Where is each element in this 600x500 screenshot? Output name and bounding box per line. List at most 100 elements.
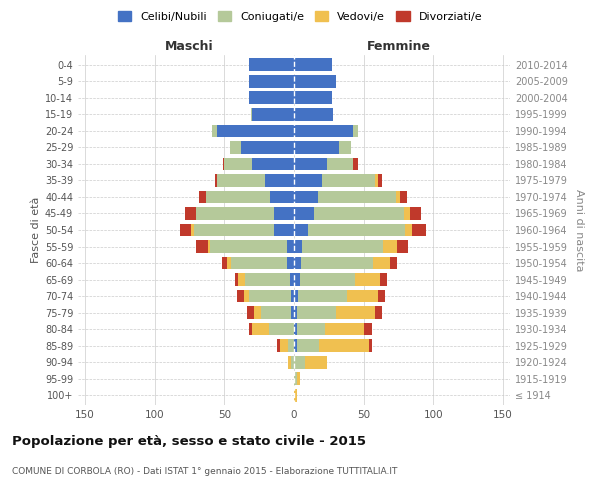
- Bar: [294, 92, 332, 104]
- Bar: [322, 174, 375, 187]
- Bar: [250, 75, 294, 88]
- Bar: [252, 322, 269, 336]
- Bar: [231, 256, 287, 270]
- Bar: [308, 224, 406, 236]
- Bar: [251, 108, 252, 121]
- Bar: [247, 306, 254, 319]
- Bar: [287, 256, 294, 270]
- Bar: [338, 141, 351, 154]
- Bar: [383, 240, 397, 253]
- Bar: [294, 207, 314, 220]
- Bar: [250, 58, 294, 71]
- Text: Popolazione per età, sesso e stato civile - 2015: Popolazione per età, sesso e stato civil…: [12, 435, 366, 448]
- Y-axis label: Fasce di età: Fasce di età: [31, 197, 41, 263]
- Bar: [294, 108, 333, 121]
- Bar: [227, 256, 231, 270]
- Bar: [280, 339, 289, 352]
- Bar: [252, 108, 294, 121]
- Bar: [191, 224, 194, 236]
- Bar: [211, 240, 287, 253]
- Bar: [291, 290, 294, 302]
- Bar: [294, 290, 298, 302]
- Bar: [294, 322, 297, 336]
- Bar: [180, 224, 191, 236]
- Bar: [294, 224, 308, 236]
- Bar: [302, 240, 383, 253]
- Bar: [289, 339, 294, 352]
- Bar: [237, 290, 244, 302]
- Bar: [294, 240, 302, 253]
- Bar: [254, 306, 260, 319]
- Bar: [294, 141, 338, 154]
- Text: Maschi: Maschi: [165, 40, 214, 54]
- Bar: [250, 322, 252, 336]
- Bar: [196, 240, 208, 253]
- Bar: [206, 190, 271, 203]
- Bar: [319, 339, 369, 352]
- Bar: [241, 141, 294, 154]
- Bar: [287, 240, 294, 253]
- Bar: [274, 224, 294, 236]
- Bar: [250, 290, 291, 302]
- Bar: [297, 339, 319, 352]
- Bar: [317, 190, 396, 203]
- Bar: [412, 224, 427, 236]
- Bar: [294, 190, 317, 203]
- Bar: [301, 256, 373, 270]
- Bar: [260, 306, 291, 319]
- Bar: [336, 306, 375, 319]
- Bar: [294, 256, 301, 270]
- Bar: [305, 356, 328, 368]
- Bar: [353, 158, 358, 170]
- Bar: [294, 306, 297, 319]
- Bar: [397, 240, 408, 253]
- Bar: [265, 174, 294, 187]
- Bar: [325, 322, 364, 336]
- Bar: [245, 273, 290, 286]
- Bar: [396, 190, 400, 203]
- Bar: [297, 306, 336, 319]
- Bar: [298, 290, 347, 302]
- Bar: [347, 290, 377, 302]
- Bar: [297, 372, 299, 385]
- Bar: [400, 190, 407, 203]
- Bar: [294, 273, 299, 286]
- Bar: [294, 356, 305, 368]
- Bar: [244, 290, 250, 302]
- Bar: [291, 306, 294, 319]
- Bar: [314, 207, 404, 220]
- Legend: Celibi/Nubili, Coniugati/e, Vedovi/e, Divorziati/e: Celibi/Nubili, Coniugati/e, Vedovi/e, Di…: [115, 8, 485, 25]
- Bar: [294, 388, 297, 402]
- Bar: [294, 158, 328, 170]
- Bar: [291, 356, 294, 368]
- Y-axis label: Anni di nascita: Anni di nascita: [574, 188, 584, 271]
- Bar: [410, 207, 421, 220]
- Bar: [238, 273, 245, 286]
- Bar: [294, 58, 332, 71]
- Bar: [406, 224, 412, 236]
- Bar: [235, 273, 238, 286]
- Bar: [390, 256, 397, 270]
- Bar: [290, 273, 294, 286]
- Bar: [252, 158, 294, 170]
- Bar: [369, 339, 372, 352]
- Bar: [217, 174, 265, 187]
- Bar: [224, 158, 252, 170]
- Bar: [199, 190, 206, 203]
- Bar: [294, 339, 297, 352]
- Bar: [297, 322, 325, 336]
- Bar: [250, 92, 294, 104]
- Bar: [299, 273, 355, 286]
- Bar: [215, 174, 217, 187]
- Bar: [377, 174, 382, 187]
- Bar: [375, 306, 382, 319]
- Bar: [230, 141, 241, 154]
- Bar: [274, 207, 294, 220]
- Text: Femmine: Femmine: [367, 40, 431, 54]
- Bar: [289, 356, 291, 368]
- Bar: [196, 207, 274, 220]
- Bar: [373, 256, 390, 270]
- Bar: [328, 158, 353, 170]
- Bar: [221, 256, 227, 270]
- Bar: [277, 339, 280, 352]
